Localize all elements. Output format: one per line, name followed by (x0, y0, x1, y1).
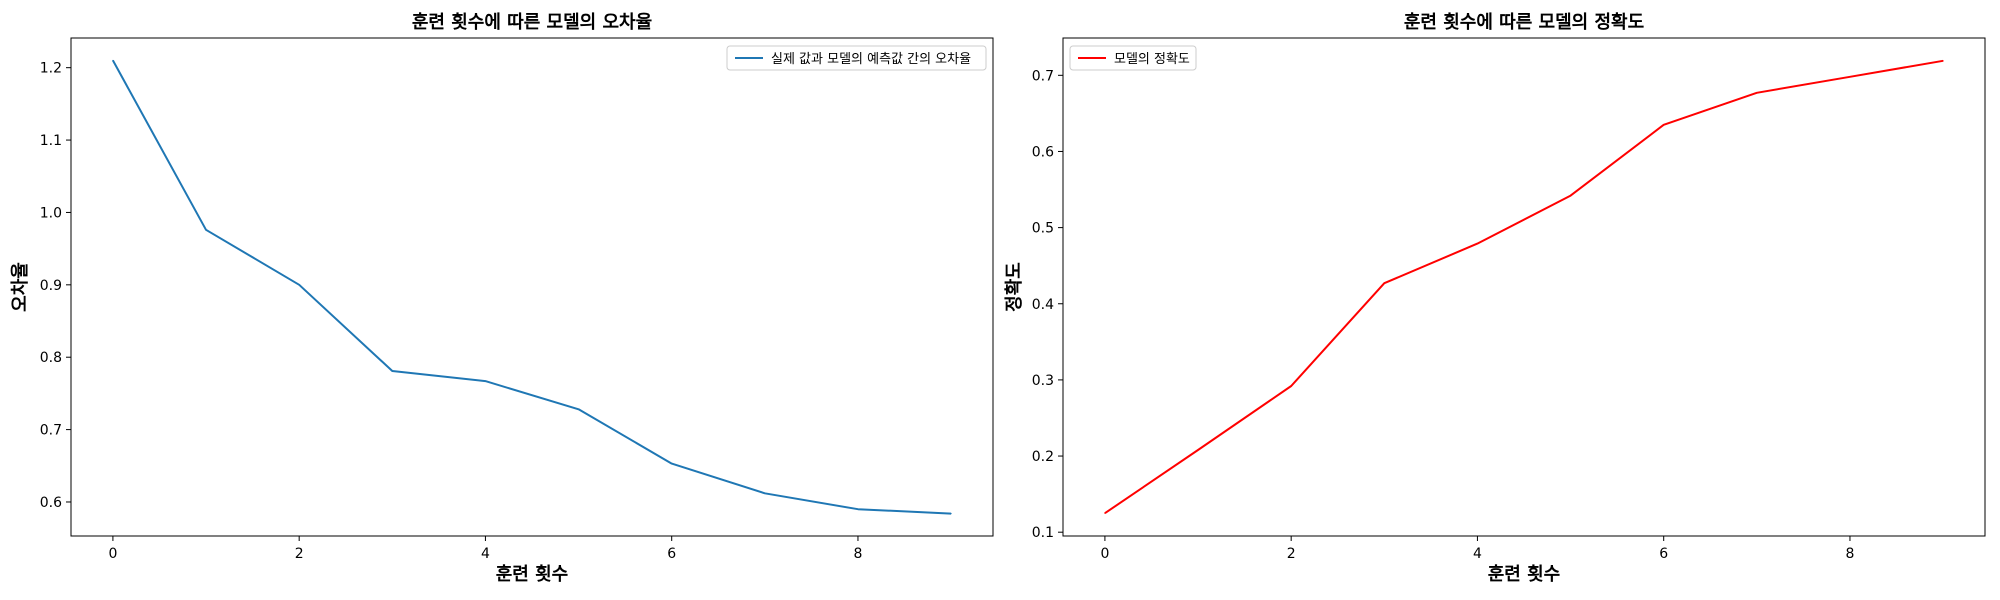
data-point (764, 492, 766, 494)
data-point (205, 229, 207, 231)
legend: 모델의 정확도 (1069, 45, 1197, 71)
data-point (1849, 76, 1851, 78)
y-tick-label: 0.6 (40, 495, 62, 511)
chart-title: 훈련 횟수에 따른 모델의 정확도 (1404, 11, 1644, 33)
legend: 실제 값과 모델의 예측값 간의 오차율 (726, 45, 987, 71)
legend-label: 실제 값과 모델의 예측값 간의 오차율 (771, 52, 971, 67)
x-tick-label: 0 (1100, 546, 1109, 562)
x-tick-label: 6 (667, 546, 676, 562)
y-tick-label: 0.8 (40, 350, 62, 366)
x-tick-label: 8 (853, 546, 862, 562)
data-point (391, 370, 393, 372)
plot-area (112, 59, 952, 515)
data-point (298, 284, 300, 286)
data-point (857, 508, 859, 510)
y-tick-label: 0.3 (1032, 373, 1054, 389)
data-point (1290, 385, 1292, 387)
data-point (484, 380, 487, 382)
x-tick-label: 2 (295, 546, 304, 562)
data-point (1569, 195, 1572, 197)
data-point (577, 408, 580, 410)
y-tick-label: 0.5 (1032, 221, 1054, 237)
series-line (1104, 59, 1944, 515)
y-tick-label: 1.1 (40, 133, 62, 149)
y-tick-label: 0.7 (1032, 68, 1054, 84)
chart-error-rate: 훈련 횟수에 따른 모델의 오차율 훈련 횟수 오차율 0 2 4 6 80.60.70… (10, 11, 994, 585)
data-point (112, 59, 114, 62)
x-tick-label: 8 (1845, 546, 1854, 562)
data-point (1383, 282, 1385, 284)
x-tick-label: 0 (108, 546, 117, 562)
ticks: 0 2 4 6 8 0.6 0.7 0.8 0.9 1.0 1.1 1.2 (40, 61, 863, 562)
y-tick-label: 1.2 (40, 61, 62, 77)
data-point (950, 512, 952, 515)
y-tick-label: 1.0 (40, 205, 62, 221)
y-axis-label: 정확도 (1004, 262, 1025, 312)
x-tick-label: 2 (1287, 546, 1296, 562)
chart-title: 훈련 횟수에 따른 모델의 오차율 (412, 11, 652, 33)
chart-accuracy: 훈련 횟수에 따른 모델의 정확도 훈련 횟수 정확도 0 2 4 6 80.10.20… (1004, 11, 1986, 585)
y-tick-label: 0.7 (40, 423, 62, 439)
y-tick-label: 0.9 (40, 278, 62, 294)
data-point (671, 463, 673, 465)
data-point (1197, 449, 1199, 451)
legend-box (726, 45, 987, 71)
x-tick-label: 6 (1659, 546, 1668, 562)
data-point (1942, 60, 1944, 62)
plot-area (1104, 59, 1944, 515)
y-tick-label: 0.4 (1032, 297, 1054, 313)
y-tick-label: 0.6 (1032, 144, 1054, 160)
ticks: 0 2 4 6 8 0.1 0.2 0.3 0.4 0.5 0.6 0.7 (1032, 68, 1855, 562)
x-tick-label: 4 (481, 546, 490, 562)
legend-label: 모델의 정확도 (1114, 52, 1190, 67)
data-point (1663, 124, 1665, 126)
y-tick-label: 0.1 (1032, 525, 1054, 541)
data-point (1104, 512, 1106, 514)
legend-box (1069, 45, 1197, 71)
axes-frame (1062, 37, 1986, 537)
series-line (112, 59, 952, 515)
y-axis-label: 오차율 (10, 262, 31, 312)
data-point (1476, 242, 1479, 245)
x-tick-label: 4 (1473, 546, 1482, 562)
y-tick-label: 0.2 (1032, 449, 1054, 465)
x-axis-label: 훈련 횟수 (496, 563, 569, 585)
data-point (1756, 92, 1758, 94)
x-axis-label: 훈련 횟수 (1488, 563, 1561, 585)
axes-frame (70, 37, 994, 537)
